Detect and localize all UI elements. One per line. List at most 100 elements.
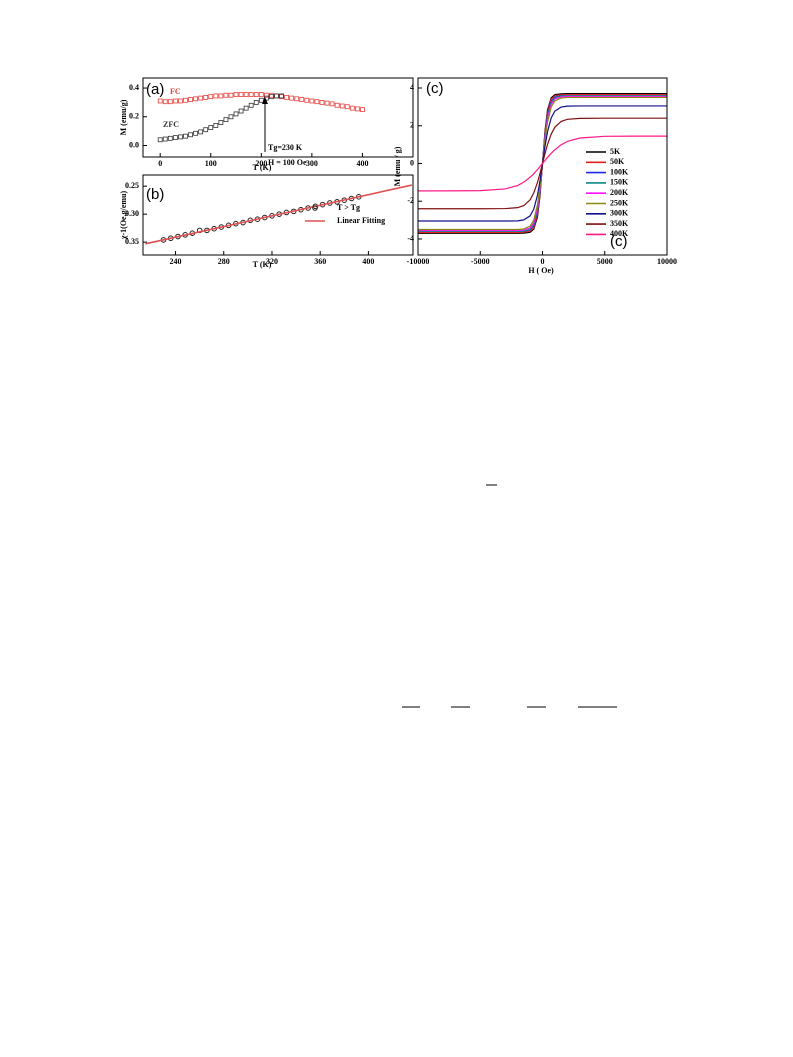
y-tick-label: 0.30: [125, 209, 139, 218]
y-tick-label: 4: [410, 83, 414, 92]
marker: [243, 92, 249, 97]
legend-label: T > Tg: [337, 203, 360, 212]
marker: [248, 102, 254, 108]
marker: [263, 92, 269, 98]
marker: [167, 99, 173, 105]
plot-frame: [142, 174, 414, 256]
x-axis-label: H ( Oe): [528, 266, 554, 275]
legend-label: 100K: [610, 167, 629, 176]
x-tick-label: 300: [306, 159, 318, 168]
annotation: (c): [426, 80, 444, 97]
marker: [193, 96, 198, 102]
marker: [354, 106, 360, 112]
marker: [203, 94, 209, 100]
legend-label: 5K: [610, 147, 621, 156]
marker: [269, 94, 274, 100]
x-tick-label: 0: [541, 257, 545, 266]
marker: [309, 98, 315, 104]
x-tick-label: 10000: [657, 257, 677, 266]
marker: [188, 97, 193, 102]
marker: [228, 92, 234, 98]
marker: [203, 127, 209, 133]
chart: -10000 -5000 0 5000 10000 -4 -2 0 2 4 H ( Oe) M (em…: [393, 77, 677, 275]
y-tick-label: 2: [410, 121, 414, 130]
y-tick-label: -4: [407, 234, 414, 243]
marker: [213, 123, 219, 128]
marker: [329, 101, 335, 107]
plot-frame: [142, 77, 414, 158]
marker: [238, 108, 244, 114]
marker: [223, 117, 229, 123]
marker: [314, 99, 320, 105]
marker: [223, 92, 229, 98]
text-fraction-bars: [402, 484, 617, 708]
annotation: H = 100 Oe: [268, 158, 307, 167]
x-tick-label: 240: [170, 257, 182, 266]
legend-label: 150K: [610, 178, 629, 187]
marker: [258, 92, 264, 97]
chart: 240 280 320 360 400 0.25 0.30 0.35 T (K) χ-1(Oe.g…: [119, 174, 414, 269]
marker: [208, 94, 214, 100]
x-tick-label: 320: [266, 257, 278, 266]
marker: [172, 135, 178, 141]
marker: [172, 98, 178, 104]
legend-label: 300K: [610, 209, 629, 218]
y-tick-label: 0.4: [129, 83, 139, 92]
marker: [324, 100, 330, 106]
legend-label: 50K: [610, 157, 625, 166]
x-tick-label: 0: [158, 159, 162, 168]
marker: [274, 93, 279, 99]
marker: [238, 92, 244, 97]
annotation: (a): [146, 81, 164, 98]
x-tick-label: 400: [356, 159, 368, 168]
annotation: (c): [610, 233, 628, 250]
marker: [198, 129, 204, 135]
marker: [349, 105, 355, 111]
plot-area: [418, 93, 667, 234]
marker: [289, 95, 295, 101]
marker: [284, 94, 289, 100]
marker: [334, 102, 340, 108]
marker: [263, 95, 269, 101]
y-tick-label: 0.0: [129, 140, 139, 149]
y-axis-label: M (emu / g): [393, 146, 402, 186]
x-tick-label: -5000: [471, 257, 490, 266]
y-tick-label: -2: [407, 196, 414, 205]
legend-label: 350K: [610, 219, 629, 228]
y-axis-label: M (emu/g): [119, 99, 128, 135]
x-axis-label: T (K): [253, 163, 272, 172]
y-tick-label: 0: [410, 158, 414, 167]
y-tick-label: 0.2: [129, 112, 139, 121]
marker: [162, 99, 168, 105]
marker: [253, 92, 259, 97]
marker: [360, 107, 365, 112]
x-tick-label: 280: [218, 257, 230, 266]
chart: 0 100 200 300 400 0.0 0.2 0.4 T (K) M (emu/g) (a) T…: [119, 77, 414, 172]
x-tick-label: 360: [314, 257, 326, 266]
marker: [248, 92, 254, 97]
x-tick-label: 400: [362, 257, 374, 266]
marker: [198, 95, 204, 101]
marker: [228, 114, 234, 120]
marker: [213, 93, 219, 99]
legend-label: Linear Fitting: [337, 216, 385, 225]
marker: [188, 132, 193, 138]
series-line: [145, 184, 412, 245]
y-axis-label: χ-1(Oe.g/emu): [119, 190, 128, 240]
marker: [344, 104, 350, 110]
marker: [269, 92, 274, 98]
marker: [233, 92, 239, 97]
marker: [279, 93, 284, 99]
marker: [233, 111, 239, 117]
marker: [167, 135, 173, 141]
plot-area: [145, 184, 412, 245]
marker: [253, 100, 259, 105]
marker: [208, 125, 214, 130]
marker: [339, 103, 345, 109]
marker: [258, 97, 264, 103]
marker: [274, 93, 279, 99]
marker: [178, 134, 183, 140]
x-tick-label: 100: [205, 159, 217, 168]
x-tick-label: 5000: [597, 257, 613, 266]
arrow-head: [262, 97, 268, 104]
